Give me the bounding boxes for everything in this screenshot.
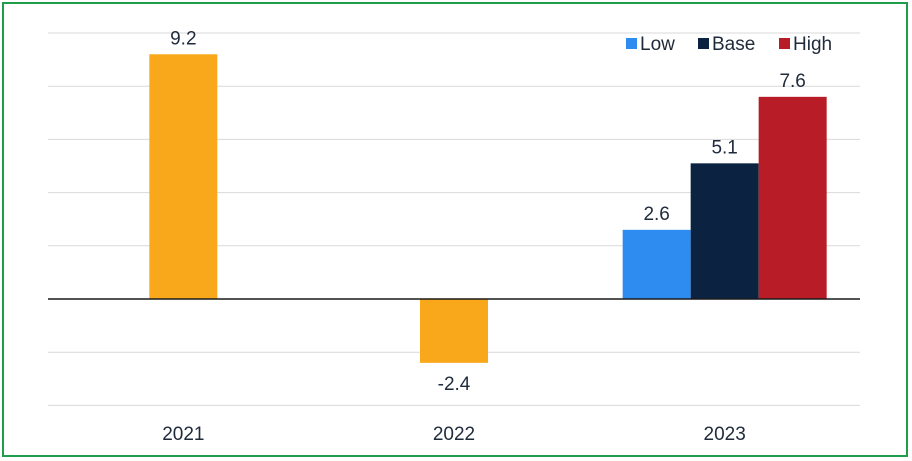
data-label: 5.1 (711, 137, 737, 158)
bar-2023-high (758, 96, 827, 299)
data-label: 7.6 (779, 71, 805, 92)
bar-2021 (149, 54, 218, 299)
data-label: 2.6 (643, 204, 669, 225)
bar-2022 (420, 299, 488, 363)
x-axis: 2021 2022 2023 (48, 298, 860, 445)
data-labels: 9.2 -2.4 2.6 5.1 7.6 (170, 28, 806, 395)
bar-2023-base (690, 163, 759, 299)
data-label: 9.2 (170, 28, 196, 49)
legend-swatch (626, 38, 637, 49)
legend-item-low: Low (626, 34, 675, 55)
x-tick-label: 2021 (162, 424, 204, 445)
legend-label: Low (640, 34, 675, 55)
legend: Low Base High (626, 34, 832, 55)
legend-swatch (779, 38, 790, 49)
legend-swatch (698, 38, 709, 49)
data-label: -2.4 (438, 374, 471, 395)
x-tick-label: 2023 (704, 424, 746, 445)
legend-item-base: Base (698, 34, 755, 55)
bar-2023-low (622, 229, 691, 299)
x-tick-label: 2022 (433, 424, 475, 445)
legend-label: Base (712, 34, 755, 55)
bars (149, 54, 827, 363)
legend-label: High (793, 34, 832, 55)
legend-item-high: High (779, 34, 832, 55)
